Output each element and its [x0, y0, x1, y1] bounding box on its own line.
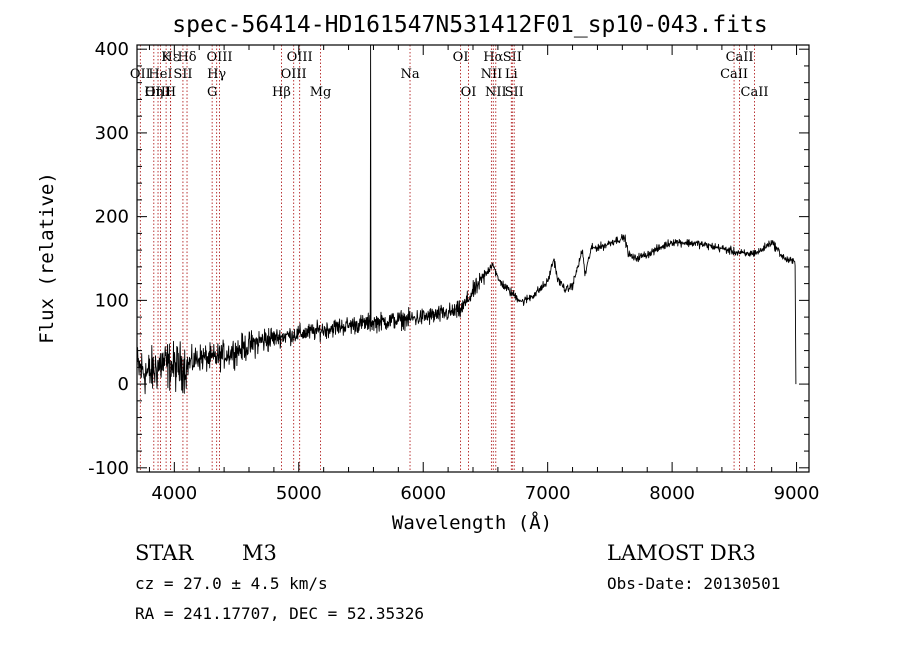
spectral-line-label: HeI: [148, 67, 172, 82]
spectral-line-label: Li: [505, 67, 518, 82]
obs-date: Obs-Date: 20130501: [607, 574, 780, 593]
spectral-line-label: OIII: [281, 67, 307, 82]
spectral-line-label: CaII: [726, 50, 754, 65]
y-tick-label: 400: [95, 39, 129, 60]
spectral-line-label: OIII: [145, 85, 171, 100]
x-tick-label: 4000: [151, 483, 197, 504]
y-tick-label: 0: [118, 374, 129, 395]
spectral-line-label: Na: [400, 67, 419, 82]
plot-frame: [136, 44, 810, 473]
x-axis-label: Wavelength (Å): [392, 511, 552, 534]
axis-ticks: 4000 5000 6000 7000 8000 9000 -100 0 100 200 300 40…: [88, 39, 819, 504]
redshift-readout: cz = 27.0 ± 4.5 km/s: [135, 574, 328, 593]
spectral-line-label: NII: [485, 85, 507, 100]
spectral-line-label: OIII: [206, 50, 232, 65]
spectrum-trace: [136, 44, 797, 395]
y-axis-label: Flux (relative): [36, 172, 58, 344]
y-tick-label: 300: [95, 123, 129, 144]
spectral-line-label: NII: [481, 67, 503, 82]
spectral-line-label: Mg: [310, 85, 332, 100]
survey-name: LAMOST DR3: [607, 541, 756, 565]
spectral-line-label: K: [161, 50, 171, 65]
object-class: STAR: [135, 541, 194, 565]
spectral-line-label: Hβ: [272, 85, 291, 100]
spectral-line-label: Hγ: [207, 67, 226, 82]
y-tick-label: 100: [95, 290, 129, 311]
spectral-line-label: OIII: [287, 50, 313, 65]
spectral-line-label: Hε: [162, 50, 180, 65]
y-tick-label: -100: [88, 458, 129, 479]
x-tick-label: 6000: [400, 483, 446, 504]
spectral-line-label: CaII: [741, 85, 769, 100]
spectral-line-label: G: [207, 85, 217, 100]
x-tick-label: 8000: [649, 483, 695, 504]
spectrum-series: [136, 44, 797, 395]
object-subclass: M3: [242, 541, 277, 565]
y-tick-label: 200: [95, 207, 129, 228]
coordinates-readout: RA = 241.17707, DEC = 52.35326: [135, 604, 424, 623]
spectral-line-label: SII: [503, 50, 522, 65]
x-tick-label: 7000: [525, 483, 571, 504]
chart-title: spec-56414-HD161547N531412F01_sp10-043.f…: [172, 12, 767, 38]
spectral-line-label: OII: [130, 67, 151, 82]
spectral-line-label: OI: [453, 50, 469, 65]
spectral-line-label: SII: [173, 67, 192, 82]
spectral-line-label: Hδ: [177, 50, 196, 65]
spectral-line-label: Hη: [144, 85, 163, 100]
spectral-line-label: H: [165, 85, 176, 100]
spectral-line-label: OI: [461, 85, 477, 100]
x-tick-label: 9000: [774, 483, 820, 504]
x-tick-label: 5000: [276, 483, 322, 504]
spectral-line-label: CaII: [720, 67, 748, 82]
spectral-line-label: SII: [505, 85, 524, 100]
spectral-line-label: Hα: [483, 50, 503, 65]
